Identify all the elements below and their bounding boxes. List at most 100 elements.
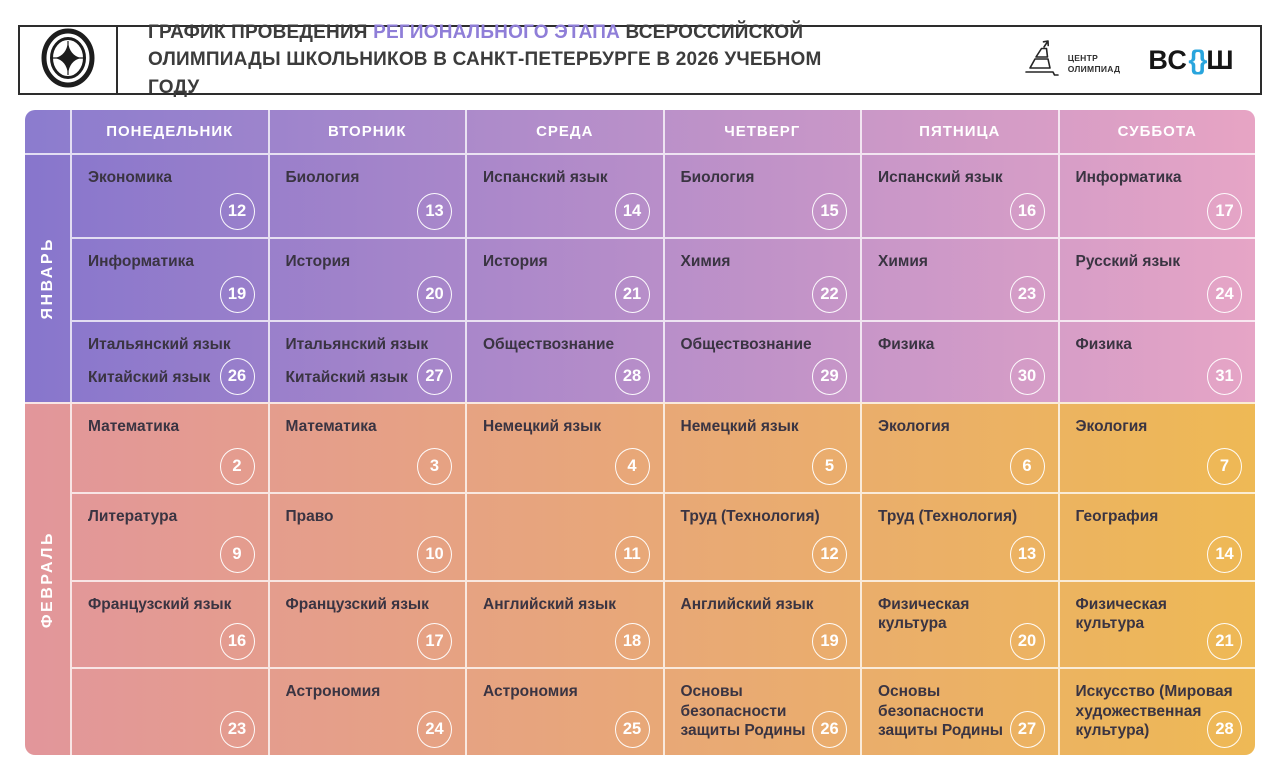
subject-label: Информатика bbox=[88, 253, 194, 271]
schedule-cell: Основы безопасности защиты Родины 27 bbox=[860, 667, 1058, 755]
subject-label: Китайский язык bbox=[285, 369, 408, 387]
subject-list: География bbox=[1076, 507, 1241, 526]
subject-label: Математика bbox=[285, 418, 377, 436]
day-number-badge: 27 bbox=[1009, 711, 1045, 748]
day-number-badge: 23 bbox=[219, 711, 255, 748]
vsosh-logo: ВС{} Ш bbox=[1148, 44, 1234, 75]
month-section-january: ЯНВАРЬ Экономика 12 Биология 13 Испанский язы… bbox=[25, 155, 1256, 403]
schedule-cell: Экономика 12 bbox=[70, 155, 268, 238]
subject-list: Информатика bbox=[1076, 168, 1241, 187]
schedule-cell: Обществознание 28 bbox=[465, 319, 663, 403]
schedule-cell: Основы безопасности защиты Родины 26 bbox=[662, 667, 860, 755]
subject-list: Математика bbox=[88, 417, 253, 436]
subject-label: Астрономия bbox=[483, 683, 578, 701]
page-title: ГРАФИК ПРОВЕДЕНИЯ РЕГИОНАЛЬНОГО ЭТАПА ВС… bbox=[148, 21, 822, 98]
schedule-cell: История 21 bbox=[465, 237, 663, 320]
month-section-february: ФЕВРАЛЬ Математика 2 Математика 3 Немецкий яз… bbox=[25, 402, 1255, 755]
day-number-badge: 26 bbox=[219, 358, 255, 396]
target-star-logo-icon bbox=[39, 27, 97, 94]
subject-label: География bbox=[1075, 507, 1159, 525]
weekday-header-4: ЧЕТВЕРГ bbox=[662, 110, 861, 153]
subject-label: Русский язык bbox=[1075, 253, 1181, 271]
subject-label: Информатика bbox=[1075, 169, 1182, 186]
weekday-header-6: СУББОТА bbox=[1057, 110, 1256, 153]
schedule-cell: История 20 bbox=[267, 237, 465, 320]
day-number-badge: 10 bbox=[417, 535, 452, 573]
schedule-cell: Испанский язык 14 bbox=[465, 155, 663, 238]
day-number-badge: 20 bbox=[417, 275, 452, 313]
subject-label: Право bbox=[285, 507, 334, 525]
day-number-badge: 28 bbox=[1207, 711, 1242, 748]
day-number-badge: 19 bbox=[219, 275, 255, 313]
subject-list: Искусство (Мировая художественная культу… bbox=[1076, 682, 1241, 740]
subject-list: Обществознание bbox=[483, 335, 648, 354]
schedule-cell: Экология 7 bbox=[1057, 404, 1256, 492]
subject-label: Физическая культура bbox=[1075, 595, 1167, 632]
subject-list: Литература bbox=[88, 507, 253, 526]
header-bar: ГРАФИК ПРОВЕДЕНИЯ РЕГИОНАЛЬНОГО ЭТАПА ВС… bbox=[18, 22, 1262, 98]
schedule-cell: Экология 6 bbox=[860, 404, 1058, 492]
title-highlight: РЕГИОНАЛЬНОГО ЭТАПА bbox=[373, 21, 621, 43]
schedule-cell: Право 10 bbox=[267, 491, 465, 580]
day-number-badge: 6 bbox=[1009, 447, 1045, 485]
schedule-cell: Искусство (Мировая художественная культу… bbox=[1057, 667, 1255, 755]
schedule-cell: Немецкий язык 4 bbox=[465, 404, 663, 492]
subject-label: Французский язык bbox=[88, 595, 232, 613]
subject-label: Литература bbox=[88, 507, 178, 525]
schedule-cell: Испанский язык 16 bbox=[860, 155, 1058, 238]
subject-label: Обществознание bbox=[483, 335, 615, 353]
weekday-header-1: ПОНЕДЕЛЬНИК bbox=[70, 110, 268, 153]
subject-label: Труд (Технология) bbox=[680, 507, 820, 525]
subject-list: История bbox=[483, 252, 648, 271]
vsosh-braces: {} bbox=[1188, 44, 1207, 75]
calendar-body: ЯНВАРЬ Экономика 12 Биология 13 Испанский язы… bbox=[25, 155, 1255, 755]
subject-list: Экономика bbox=[88, 168, 253, 187]
day-number-badge: 28 bbox=[614, 358, 650, 396]
subject-list: Русский язык bbox=[1076, 252, 1241, 271]
day-number-badge: 23 bbox=[1009, 275, 1045, 313]
subject-list: Основы безопасности защиты Родины bbox=[681, 682, 846, 740]
schedule-cell: Биология 13 bbox=[267, 155, 466, 238]
schedule-cell: Астрономия 25 bbox=[465, 667, 663, 755]
day-number-badge: 29 bbox=[812, 358, 847, 396]
schedule-cell: Физическая культура 21 bbox=[1057, 579, 1255, 668]
schedule-cell: Физика 31 bbox=[1057, 319, 1255, 403]
subject-label: Немецкий язык bbox=[483, 418, 602, 436]
subject-list: Французский язык bbox=[286, 595, 451, 614]
subject-list: Немецкий язык bbox=[681, 417, 846, 436]
subject-label: Экология bbox=[878, 418, 950, 436]
subject-list: История bbox=[286, 252, 451, 271]
day-number-badge: 16 bbox=[219, 623, 255, 661]
day-number-badge: 5 bbox=[812, 447, 847, 485]
subject-label: История bbox=[483, 253, 548, 271]
day-number-badge: 2 bbox=[219, 447, 255, 485]
month-label-january: ЯНВАРЬ bbox=[38, 237, 56, 320]
subject-label: Биология bbox=[680, 169, 755, 186]
day-number-badge: 13 bbox=[417, 193, 452, 231]
schedule-cell: Информатика 17 bbox=[1057, 155, 1256, 238]
day-number-badge: 20 bbox=[1009, 623, 1045, 661]
subject-label: Испанский язык bbox=[878, 169, 1003, 186]
day-number-badge: 15 bbox=[812, 193, 847, 231]
schedule-cell: Физическая культура 20 bbox=[860, 579, 1058, 668]
day-number-badge: 14 bbox=[1207, 535, 1242, 573]
subject-label: Английский язык bbox=[483, 595, 617, 613]
subject-label: Испанский язык bbox=[483, 169, 608, 186]
schedule-cell: 11 bbox=[465, 491, 663, 580]
day-number-badge: 30 bbox=[1009, 358, 1045, 396]
month-grid: Математика 2 Математика 3 Немецкий язык 4 Неме… bbox=[70, 404, 1255, 755]
subject-list: Итальянский язык Китайский язык bbox=[286, 335, 451, 388]
subject-list: Итальянский язык Китайский язык bbox=[88, 335, 253, 388]
day-number-badge: 24 bbox=[1207, 275, 1242, 313]
subject-label: Итальянский язык bbox=[285, 335, 429, 353]
weekday-header-3: СРЕДА bbox=[465, 110, 663, 153]
subject-list: Астрономия bbox=[483, 682, 648, 701]
subject-list: Экология bbox=[878, 417, 1043, 436]
subject-list: Английский язык bbox=[483, 595, 648, 614]
logo-box bbox=[20, 27, 118, 93]
subject-label: Биология bbox=[285, 169, 360, 186]
schedule-cell: Астрономия 24 bbox=[267, 667, 465, 755]
schedule-cell: Французский язык 17 bbox=[267, 579, 465, 668]
schedule-calendar: ПОНЕДЕЛЬНИК ВТОРНИК СРЕДА ЧЕТВЕРГ ПЯТНИЦА СУБ… bbox=[25, 110, 1255, 755]
